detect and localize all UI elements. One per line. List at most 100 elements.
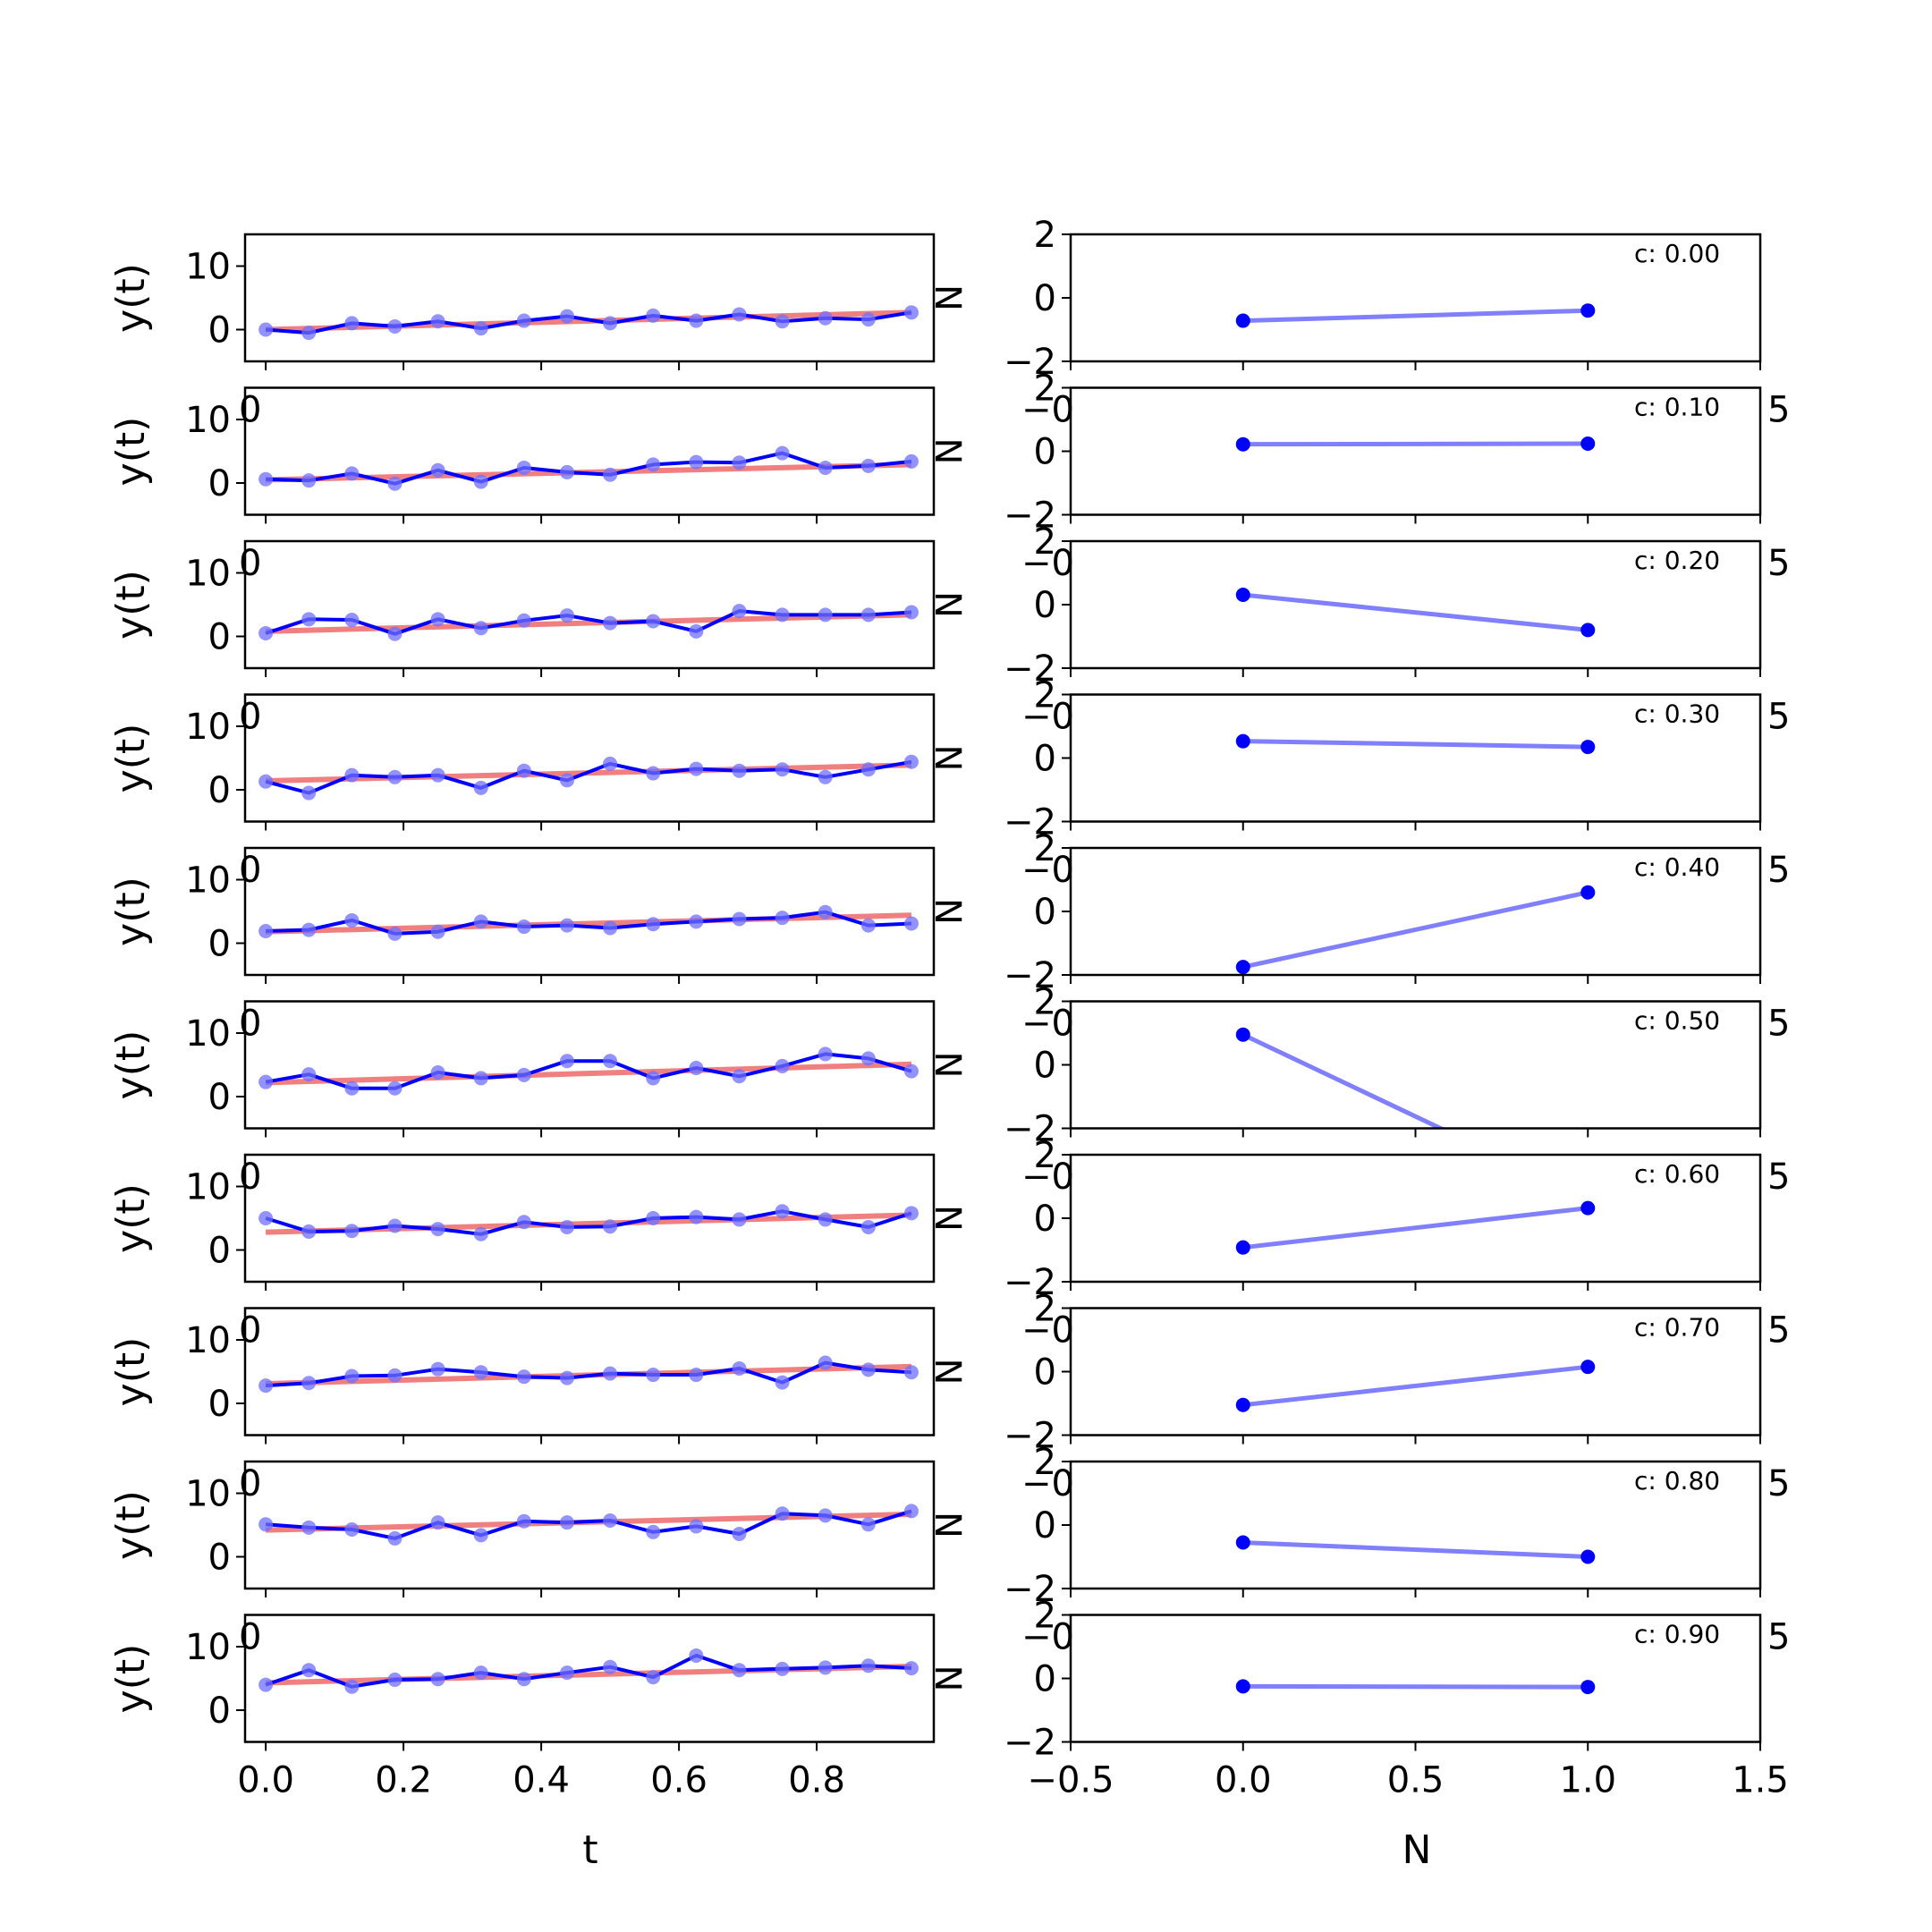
y-tick-label: −2 [1004, 1569, 1056, 1610]
subplot-annotation: c: 0.40 [1634, 852, 1720, 882]
data-point [344, 1368, 360, 1384]
data-line [265, 759, 912, 795]
data-point [473, 780, 488, 795]
data-point [430, 1672, 445, 1687]
subplot-annotation: c: 0.70 [1634, 1313, 1720, 1343]
data-point [387, 769, 402, 784]
data-point [603, 1366, 618, 1381]
overlapped-tick-fragment: −0 [1021, 850, 1074, 891]
data-point [603, 920, 618, 936]
data-point [775, 1506, 790, 1521]
data-point [387, 318, 402, 334]
overlapped-tick-fragment: −0 [1021, 543, 1074, 584]
data-point [732, 307, 747, 322]
data-point [344, 613, 360, 628]
left-subplot-2 [258, 445, 919, 491]
y-tick-label: 0 [208, 1077, 231, 1118]
right-subplot-8 [1235, 1360, 1596, 1412]
right-data-point [1580, 623, 1596, 638]
overlapped-tick-fragment: 5 [1767, 1463, 1790, 1504]
y-tick-label: 10 [185, 860, 231, 902]
overlapped-tick-fragment: 5 [1767, 1617, 1790, 1658]
data-point [430, 1515, 445, 1530]
data-point [903, 754, 919, 769]
data-point [473, 1665, 488, 1681]
data-point [473, 1071, 488, 1086]
data-point [903, 1063, 919, 1079]
data-point [603, 1659, 618, 1674]
data-point [387, 476, 402, 491]
right-subplot-7 [1235, 1200, 1596, 1255]
y-tick-label: 0 [208, 924, 231, 965]
y-tick-label: 2 [1034, 1442, 1056, 1483]
right-data-line [1242, 1683, 1589, 1690]
data-point [860, 458, 876, 473]
right-data-point [1235, 1240, 1250, 1255]
right-subplot-6 [1235, 1027, 1446, 1129]
fit-line [266, 912, 912, 935]
data-point [559, 1665, 574, 1681]
data-point [818, 607, 833, 623]
data-point [689, 313, 704, 328]
right-data-line [1242, 592, 1589, 632]
data-point [775, 445, 790, 461]
y-tick-label: 10 [185, 400, 231, 441]
x-tick-label: 0.2 [375, 1760, 432, 1801]
right-data-point [1235, 1535, 1250, 1550]
y-tick-label: −2 [1004, 955, 1056, 996]
right-series [1235, 1027, 1446, 1129]
y-axis-label: y(t) [108, 417, 154, 487]
data-point [473, 914, 488, 929]
right-data-point [1580, 1549, 1596, 1564]
data-point [818, 769, 833, 784]
y-tick-label: 0 [208, 463, 231, 504]
data-point [301, 1067, 317, 1082]
right-data-point [1235, 436, 1250, 452]
data-point [258, 924, 274, 939]
overlapped-tick-fragment: 0 [239, 850, 261, 891]
y-tick-label: −2 [1004, 496, 1056, 537]
data-point [646, 1211, 661, 1225]
left-subplot-frame [243, 233, 936, 363]
data-point [473, 1365, 488, 1380]
left-subplot-5 [258, 904, 919, 941]
data-point [903, 1661, 919, 1676]
right-data-point [1580, 740, 1596, 755]
right-data-point [1580, 1360, 1596, 1375]
data-point [603, 1513, 618, 1529]
right-data-line [1242, 890, 1589, 970]
data-point [818, 460, 833, 475]
subplot-annotation: c: 0.00 [1634, 239, 1720, 268]
data-point [387, 1530, 402, 1546]
data-point [860, 1517, 876, 1532]
data-point [689, 1519, 704, 1534]
y-tick-label: 10 [185, 1167, 231, 1208]
y-tick-label: 0 [1034, 585, 1056, 626]
data-point [689, 1209, 704, 1224]
data-line [266, 910, 912, 936]
data-point [344, 316, 360, 331]
x-tick-label: 0.6 [650, 1760, 708, 1801]
data-point [258, 774, 274, 789]
right-x-axis-label: N [1402, 1827, 1432, 1873]
right-series [1235, 1679, 1596, 1695]
data-point [516, 613, 531, 628]
overlapped-tick-fragment: −0 [1021, 1617, 1074, 1658]
left-subplot-frame [243, 846, 936, 977]
overlapped-tick-fragment: 5 [1767, 850, 1790, 891]
data-point [603, 615, 618, 631]
data-point [860, 1219, 876, 1234]
data-point [646, 766, 661, 781]
data-point [775, 911, 790, 926]
right-data-point [1235, 960, 1250, 975]
y-tick-label: −2 [1004, 1723, 1056, 1764]
right-data-line [1241, 1032, 1446, 1129]
y-tick-label: 10 [185, 247, 231, 288]
y-tick-label: 0 [208, 1538, 231, 1579]
data-line [265, 1653, 912, 1689]
data-line [265, 609, 912, 636]
overlapped-tick-fragment: 5 [1767, 1004, 1790, 1045]
data-point [473, 474, 488, 489]
right-series [1235, 733, 1596, 755]
